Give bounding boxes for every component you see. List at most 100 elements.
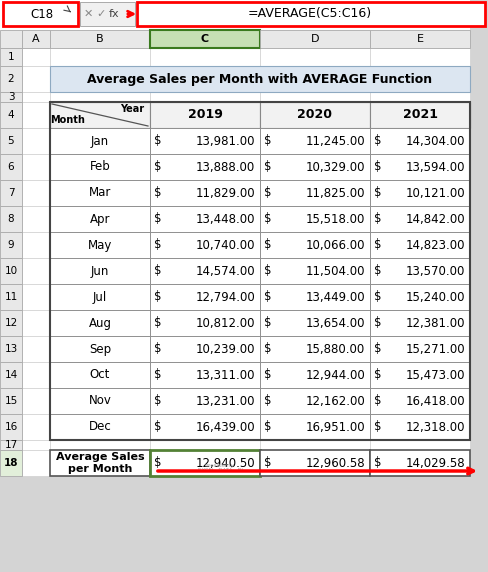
Text: 10,740.00: 10,740.00 [195,239,254,252]
Bar [369,310,469,336]
Text: 14,029.58: 14,029.58 [405,456,464,470]
Bar [50,450,150,476]
Text: =AVERAGE(C5:C16): =AVERAGE(C5:C16) [247,7,371,21]
Text: ✓: ✓ [96,9,105,19]
Text: ✕: ✕ [83,9,93,19]
Text: 13,231.00: 13,231.00 [195,395,254,407]
Text: 12,940.50: 12,940.50 [195,456,254,470]
Bar [150,388,260,414]
Bar [260,180,369,206]
Bar [22,388,50,414]
Bar [369,450,469,476]
Bar [22,154,50,180]
Bar [150,336,260,362]
Bar [260,66,369,92]
Bar [0,310,22,336]
Bar [150,310,260,336]
Bar [50,414,150,440]
Bar [0,102,22,128]
Text: $: $ [373,239,381,252]
Bar [260,128,369,154]
Bar [150,206,260,232]
Text: $: $ [264,291,271,304]
Bar [50,180,150,206]
Bar [22,336,50,362]
Text: 1: 1 [8,52,14,62]
Bar [0,336,22,362]
Bar [150,128,260,154]
Bar [369,102,469,128]
Text: 15,271.00: 15,271.00 [405,343,464,356]
Bar [50,180,150,206]
Text: Apr: Apr [90,213,110,225]
Bar [22,414,50,440]
Text: $: $ [264,343,271,356]
Bar [50,102,150,128]
Text: 13,888.00: 13,888.00 [195,161,254,173]
Bar [0,206,22,232]
Text: 12,381.00: 12,381.00 [405,316,464,329]
Text: 11: 11 [4,292,18,302]
Text: 16: 16 [4,422,18,432]
Bar [369,336,469,362]
Bar [369,102,469,128]
Bar [260,336,369,362]
Bar [260,414,369,440]
Text: $: $ [264,239,271,252]
Bar [369,284,469,310]
Bar [260,440,369,450]
Bar [22,450,50,476]
Text: $: $ [264,395,271,407]
Bar [260,206,369,232]
Bar [150,258,260,284]
Bar [50,440,150,450]
Text: $: $ [154,291,162,304]
Bar [260,180,369,206]
Bar [369,66,469,92]
Bar [150,310,260,336]
Text: 13,449.00: 13,449.00 [305,291,364,304]
Bar [469,0,488,572]
Bar [50,310,150,336]
Text: 7: 7 [8,188,14,198]
Text: $: $ [264,456,271,470]
Text: $: $ [373,456,381,470]
Text: 2019: 2019 [187,109,222,121]
Text: 11,825.00: 11,825.00 [305,186,364,200]
Text: 4: 4 [8,110,14,120]
Bar [22,180,50,206]
Bar [369,284,469,310]
Bar [0,414,22,440]
Bar [50,232,150,258]
Bar [22,206,50,232]
Bar [150,66,260,92]
Bar [50,258,150,284]
Text: C18: C18 [30,7,53,21]
Text: Jun: Jun [91,264,109,277]
Bar [369,180,469,206]
Text: 14,574.00: 14,574.00 [195,264,254,277]
Bar [150,414,260,440]
Bar [369,206,469,232]
Text: 13,570.00: 13,570.00 [405,264,464,277]
Text: $: $ [154,420,162,434]
Bar [369,310,469,336]
Text: 12,944.00: 12,944.00 [305,368,364,382]
Bar [150,206,260,232]
Text: Mar: Mar [89,186,111,200]
Text: 17: 17 [4,440,18,450]
Text: 14,823.00: 14,823.00 [405,239,464,252]
Bar [50,102,469,440]
Bar [369,258,469,284]
Bar [150,284,260,310]
Text: 13,594.00: 13,594.00 [405,161,464,173]
Bar [260,102,369,128]
Bar [150,336,260,362]
Bar [369,440,469,450]
Text: $: $ [373,316,381,329]
Text: 15,240.00: 15,240.00 [405,291,464,304]
Bar [369,388,469,414]
Text: Nov: Nov [88,395,111,407]
Text: 15: 15 [4,396,18,406]
Text: $: $ [154,368,162,382]
